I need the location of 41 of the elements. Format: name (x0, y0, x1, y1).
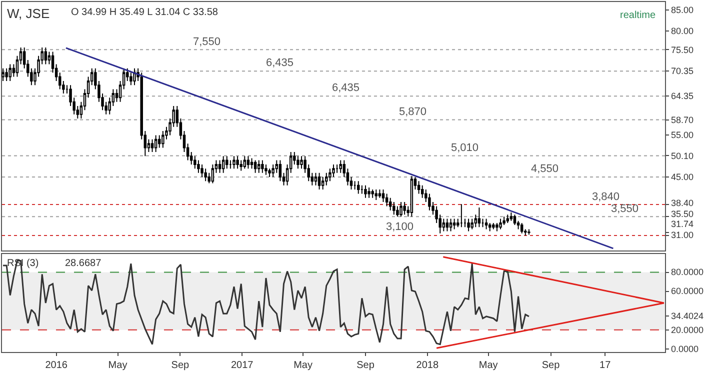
x-tick-label: Sep (542, 360, 560, 371)
x-tick-label: 2018 (416, 360, 439, 371)
y-tick-label: 35.50 (671, 209, 694, 219)
annotation: 5,010 (451, 142, 479, 154)
x-tick-label: May (108, 360, 128, 371)
y-tick-label: 64.35 (671, 91, 694, 101)
y-tick-label: 80.00 (671, 26, 694, 36)
annotation: 6,435 (266, 57, 294, 69)
annotation: 3,550 (611, 203, 639, 215)
y-tick-label: 75.50 (671, 45, 694, 55)
y-tick-label: 55.00 (671, 130, 694, 140)
chart-subtitle: 28.6687 (65, 258, 102, 269)
x-tick-label: May (294, 360, 312, 371)
annotation: 4,550 (531, 163, 559, 175)
y-tick-label: 45.00 (671, 172, 694, 182)
annotation: 6,435 (332, 82, 360, 94)
y-tick-label: 0.0000 (671, 344, 699, 354)
annotation: 5,870 (399, 106, 427, 118)
annotation: 3,840 (592, 191, 620, 203)
annotation: 7,550 (193, 36, 221, 48)
x-tick-label: Sep (356, 360, 375, 371)
y-tick-label: 80.0000 (671, 267, 704, 277)
y-tick-label: 31.00 (671, 230, 694, 240)
y-tick-label: 58.70 (671, 115, 694, 125)
x-tick-label: 2017 (230, 360, 254, 371)
y-tick-label: 70.35 (671, 66, 694, 76)
y-tick-label: 34.4024 (671, 311, 704, 321)
y-tick-label: 60.0000 (671, 286, 704, 296)
y-tick-label: 50.10 (671, 151, 694, 161)
x-tick-label: May (478, 360, 498, 371)
chart-title: W, JSE (7, 6, 50, 21)
y-tick-label: 20.0000 (671, 325, 704, 335)
annotation: realtime (620, 10, 656, 21)
x-tick-label: 2016 (45, 360, 68, 371)
x-tick-label: 17 (600, 360, 612, 371)
text: O 34.99 H 35.49 L 31.04 C 33.58 (71, 7, 218, 18)
annotation: 3,100 (386, 221, 414, 233)
y-tick-label: 85.00 (671, 5, 694, 15)
x-tick-label: Sep (171, 360, 190, 371)
y-tick-label: 38.40 (671, 198, 694, 208)
y-tick-label: 31.74 (671, 219, 694, 229)
